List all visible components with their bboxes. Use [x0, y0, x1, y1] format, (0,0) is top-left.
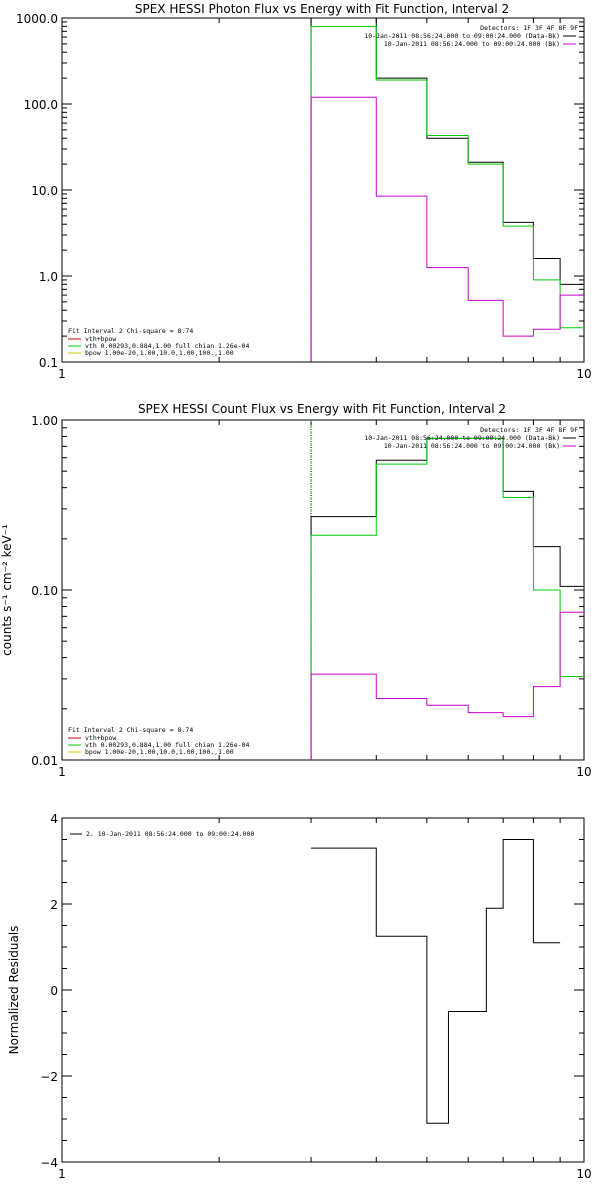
x-tick-label: 1 [58, 1167, 66, 1181]
series-bk [310, 96, 584, 362]
y-tick-label: 1.00 [31, 414, 58, 428]
fit-legend-entry: vth+bpow [85, 335, 116, 343]
y-tick-label: 100.0 [24, 98, 58, 112]
fit-legend-entry: bpow 1.00e-20,1.00,10.0,1.00,100.,1.00 [85, 349, 234, 357]
fit-legend-entry: bpow 1.00e-20,1.00,10.0,1.00,100.,1.00 [85, 748, 234, 756]
chart-title: SPEX HESSI Count Flux vs Energy with Fit… [138, 402, 506, 416]
data-series [311, 839, 561, 1124]
fit-legend-entry: vth 0.00293,0.884,1.00 full chian 1.26e-… [85, 342, 249, 350]
plot-frame [61, 17, 585, 363]
x-tick-label: 10 [576, 765, 591, 779]
fit-legend: Fit Interval 2 Chi-square = 8.74 vth+bpo… [68, 327, 249, 357]
y-tick-label: 1000.0 [16, 12, 58, 26]
y-tick-label: −2 [40, 1070, 58, 1084]
x-tick-label: 1 [58, 367, 66, 381]
y-tick-label: −4 [40, 1156, 58, 1170]
series-vth [310, 437, 584, 760]
y-tick-label: 0.10 [31, 584, 58, 598]
y-tick-label: 10.0 [31, 184, 58, 198]
y-tick-label: 0 [50, 984, 58, 998]
series-data-bk [310, 437, 584, 760]
data-series [310, 420, 584, 760]
chart-title: SPEX HESSI Photon Flux vs Energy with Fi… [135, 2, 509, 16]
top-legend: 10-Jan-2011 08:56:24.000 to 09:00:24.000… [364, 32, 576, 48]
y-tick-label: 1.0 [39, 270, 58, 284]
y-tick-label: 2 [50, 898, 58, 912]
fit-legend-header: Fit Interval 2 Chi-square = 8.74 [68, 327, 193, 335]
photon-flux-panel: SPEX HESSI Photon Flux vs Energy with Fi… [16, 2, 592, 381]
data-series [310, 17, 584, 362]
series-data-bk [310, 17, 584, 362]
y-axis-label: counts s⁻¹ cm⁻² keV⁻¹ [0, 524, 14, 656]
residuals-panel: Normalized Residuals 1 10 −4 −2 0 2 4 2. 10-Ja… [7, 812, 592, 1181]
y-tick-label: 0.1 [39, 356, 58, 370]
y-axis-label: Normalized Residuals [7, 926, 21, 1055]
plot-frame [61, 817, 585, 1163]
detectors-label: Detectors: 1F 3F 4F 8F 9F [480, 24, 578, 32]
plot-frame [61, 419, 585, 761]
count-flux-panel: SPEX HESSI Count Flux vs Energy with Fit… [0, 402, 592, 779]
top-legend: 10-Jan-2011 08:56:24.000 to 09:00:24.000… [364, 434, 576, 450]
series-vth [310, 25, 584, 362]
y-tick-label: 4 [50, 812, 58, 826]
x-tick-label: 10 [576, 1167, 591, 1181]
legend-entry-bk: 10-Jan-2011 08:56:24.000 to 09:00:24.000… [384, 40, 560, 48]
legend-entry-bk: 10-Jan-2011 08:56:24.000 to 09:00:24.000… [384, 442, 560, 450]
legend-entry-data: 10-Jan-2011 08:56:24.000 to 09:00:24.000… [364, 434, 560, 442]
fit-legend-entry: vth 0.00293,0.884,1.00 full chian 1.26e-… [85, 741, 249, 749]
fit-legend: Fit Interval 2 Chi-square = 8.74 vth+bpo… [68, 726, 249, 756]
series-residuals [311, 839, 561, 1124]
series-bk [310, 611, 584, 760]
axis-ticks: 1 10 0.1 1.0 10.0 100.0 1000.0 [16, 12, 592, 381]
legend-entry-data: 10-Jan-2011 08:56:24.000 to 09:00:24.000… [364, 32, 560, 40]
legend-entry: 2. 10-Jan-2011 08:56:24.000 to 09:00:24.… [86, 830, 254, 838]
detectors-label: Detectors: 1F 3F 4F 8F 9F [480, 426, 578, 434]
x-tick-label: 10 [576, 367, 591, 381]
fit-legend-entry: vth+bpow [85, 734, 116, 742]
x-tick-label: 1 [58, 765, 66, 779]
axis-ticks: 1 10 −4 −2 0 2 4 [40, 812, 591, 1181]
fit-legend-header: Fit Interval 2 Chi-square = 8.74 [68, 726, 193, 734]
y-tick-label: 0.01 [31, 754, 58, 768]
axis-ticks: 1 10 0.01 0.10 1.00 [31, 414, 591, 779]
